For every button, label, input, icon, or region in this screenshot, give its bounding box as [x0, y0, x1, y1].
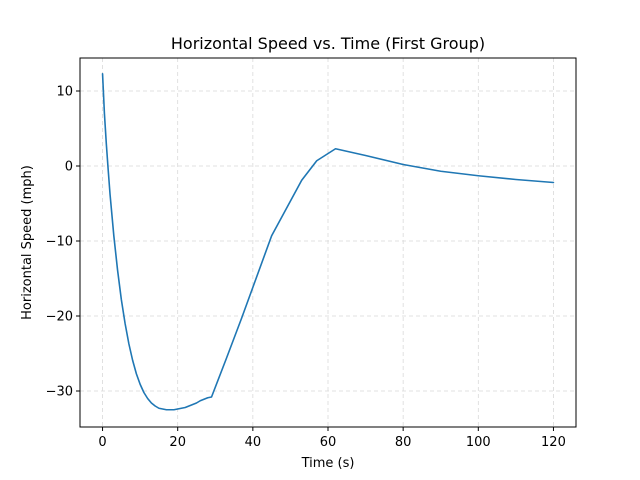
y-tick-label: −30: [46, 385, 73, 400]
y-axis-label: Horizontal Speed (mph): [20, 165, 35, 320]
y-tick-label: 10: [56, 85, 73, 100]
x-tick-label: 20: [169, 435, 186, 450]
x-tick-label: 40: [245, 435, 262, 450]
grid: [80, 58, 576, 427]
x-tick-label: 60: [320, 435, 337, 450]
x-tick-label: 120: [541, 435, 566, 450]
y-tick-label: −20: [46, 310, 73, 325]
x-tick-label: 0: [98, 435, 106, 450]
x-axis-label: Time (s): [301, 456, 355, 471]
chart-title: Horizontal Speed vs. Time (First Group): [171, 34, 485, 53]
y-tick-label: −10: [46, 235, 73, 250]
series-line: [101, 72, 555, 411]
x-tick-label: 80: [395, 435, 412, 450]
x-tick-label: 100: [466, 435, 491, 450]
x-ticks: 0 20 40 60 80 100 120: [98, 427, 566, 450]
y-ticks: 10 0 −10 −20 −30: [46, 85, 80, 400]
series-lines: [101, 72, 555, 411]
y-tick-label: 0: [65, 160, 73, 175]
